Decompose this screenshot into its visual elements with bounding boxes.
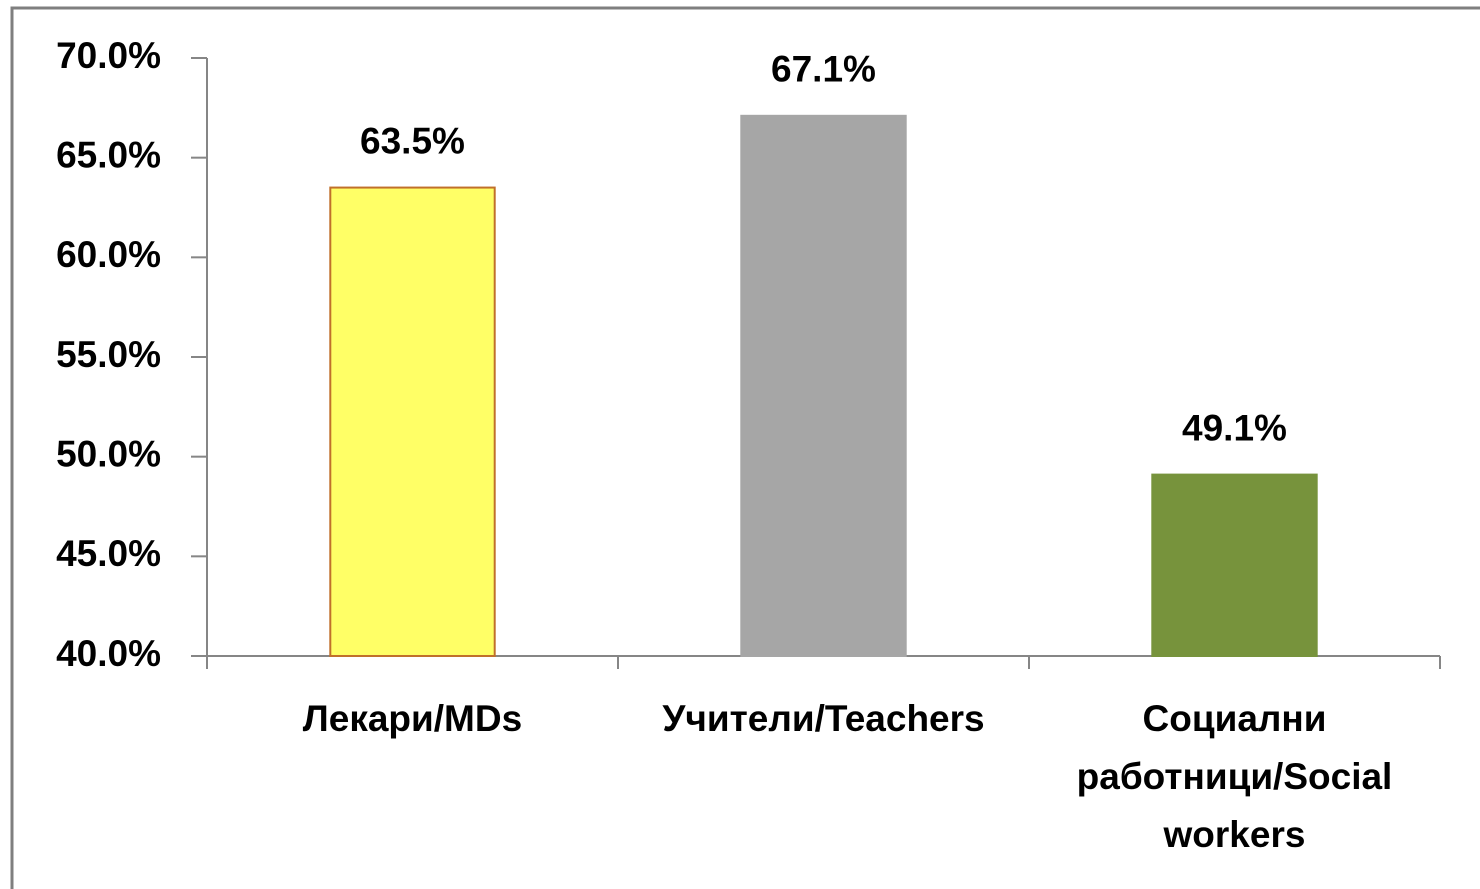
x-tick-label: Социални работници/Social workers	[1076, 698, 1393, 855]
y-tick-label: 40.0%	[56, 633, 161, 674]
y-tick-label: 45.0%	[56, 533, 161, 574]
bar	[329, 186, 496, 657]
y-tick-label: 70.0%	[56, 35, 161, 76]
value-label: 49.1%	[1182, 407, 1287, 448]
y-tick-label: 65.0%	[56, 134, 161, 175]
y-tick-label: 55.0%	[56, 334, 161, 375]
x-tick-label: Лекари/MDs	[302, 698, 523, 739]
y-tick-label: 50.0%	[56, 433, 161, 474]
bar	[740, 114, 907, 658]
value-label: 67.1%	[771, 49, 876, 90]
frame	[10, 6, 1480, 889]
y-tick-label: 60.0%	[56, 234, 161, 275]
value-label: 63.5%	[360, 120, 465, 161]
x-tick-label: Учители/Teachers	[662, 698, 985, 739]
bar	[1151, 473, 1318, 657]
